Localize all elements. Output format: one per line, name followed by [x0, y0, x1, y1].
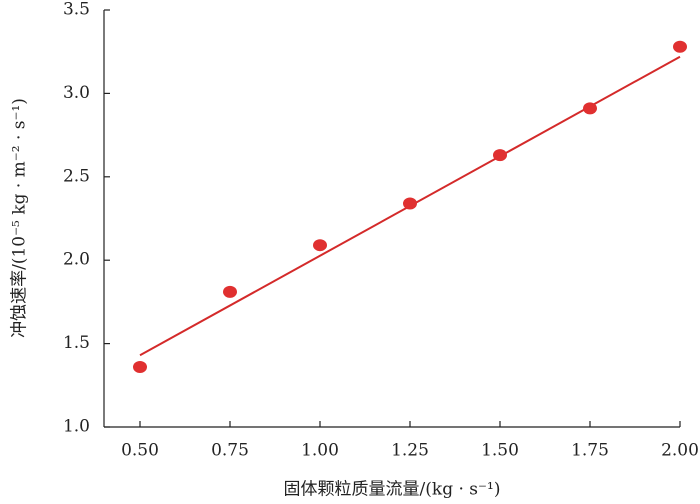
x-tick-label: 1.00 [301, 441, 339, 461]
y-axis-title: 冲蚀速率/(10⁻⁵ kg · m⁻² · s⁻¹) [10, 98, 30, 338]
data-point [313, 239, 327, 252]
y-tick-label: 3.0 [63, 83, 90, 103]
y-tick-label: 2.0 [63, 250, 90, 270]
data-point [583, 102, 597, 115]
x-tick-label: 2.00 [661, 441, 699, 461]
y-tick-label: 1.0 [63, 417, 90, 437]
data-point [223, 285, 237, 298]
y-tick-label: 2.5 [63, 166, 90, 186]
x-tick-label: 1.25 [391, 441, 429, 461]
x-tick-label: 1.50 [481, 441, 519, 461]
data-point [403, 197, 417, 210]
x-tick-label: 1.75 [571, 441, 609, 461]
x-axis-title: 固体颗粒质量流量/(kg · s⁻¹) [284, 480, 501, 500]
y-tick-label: 3.5 [63, 0, 90, 20]
y-tick-label: 1.5 [63, 333, 90, 353]
data-point [133, 360, 147, 373]
x-tick-label: 0.75 [211, 441, 249, 461]
data-point [673, 40, 687, 53]
data-point [493, 149, 507, 162]
x-tick-label: 0.50 [121, 441, 159, 461]
